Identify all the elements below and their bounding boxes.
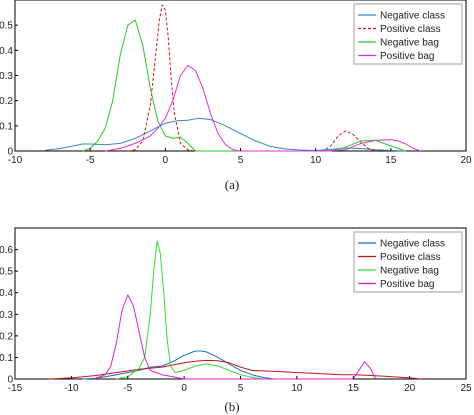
legend-label-a-2: Negative bag — [380, 38, 439, 49]
y-tick-label-b-2: 0.2 — [0, 331, 13, 342]
legend-label-a-3: Positive bag — [380, 51, 434, 62]
series-line-a-2 — [82, 19, 407, 152]
y-tick-label-a-3: 0.3 — [0, 71, 13, 82]
y-tick-label-b-0: 0 — [7, 375, 13, 386]
y-tick-label-b-3: 0.3 — [0, 310, 13, 321]
legend-label-b-0: Negative class — [380, 239, 445, 250]
x-tick-label-b-3: 0 — [181, 383, 187, 394]
x-tick-label-b-2: -5 — [123, 383, 132, 394]
panel-b: -15 -10 -5 0 5 10 15 20 25 0 0.1 0.2 0.3 0.4 0.5 0.6 N… — [0, 227, 472, 414]
x-tick-label-a-0: -10 — [8, 155, 23, 166]
caption-a: (a) — [225, 177, 239, 192]
x-tick-label-b-6: 15 — [348, 383, 360, 394]
y-ticks-b: 0 0.1 0.2 0.3 0.4 0.5 0.6 — [0, 245, 18, 386]
x-tick-label-b-8: 25 — [460, 383, 472, 394]
legend-b: Negative class Positive class Negative bag… — [353, 231, 463, 293]
y-tick-label-b-4: 0.4 — [0, 288, 13, 299]
y-tick-label-a-0: 0 — [7, 147, 13, 158]
legend-a: Negative class Positive class Negative bag… — [353, 3, 463, 65]
y-tick-label-b-1: 0.1 — [0, 353, 13, 364]
x-tick-label-a-5: 15 — [385, 155, 397, 166]
series-line-a-3 — [105, 64, 422, 152]
x-tick-label-b-7: 20 — [404, 383, 416, 394]
x-tick-label-a-6: 20 — [460, 155, 472, 166]
x-tick-label-b-1: -10 — [64, 383, 79, 394]
series-line-b-3 — [93, 294, 377, 380]
x-tick-label-a-1: -5 — [86, 155, 95, 166]
x-tick-label-b-4: 5 — [238, 383, 244, 394]
series-line-b-2 — [116, 240, 264, 380]
x-tick-label-b-5: 10 — [291, 383, 303, 394]
legend-label-b-1: Positive class — [380, 252, 441, 263]
x-ticks-a: -10 -5 0 5 10 15 20 — [8, 148, 472, 166]
x-ticks-b: -15 -10 -5 0 5 10 15 20 25 — [8, 376, 472, 394]
y-tick-label-b-6: 0.6 — [0, 245, 13, 256]
series-line-b-1 — [48, 359, 421, 380]
series-line-a-1 — [127, 4, 376, 152]
series-group-b — [48, 240, 421, 380]
y-tick-label-a-2: 0.2 — [0, 96, 13, 107]
legend-label-b-3: Positive bag — [380, 279, 434, 290]
caption-b: (b) — [224, 399, 239, 414]
series-line-b-0 — [82, 350, 275, 380]
x-tick-label-a-4: 10 — [310, 155, 322, 166]
x-tick-label-b-0: -15 — [8, 383, 23, 394]
panel-a: -10 -5 0 5 10 15 20 0 0.1 0.2 0.3 0.4 0.5 Negative … — [0, 0, 472, 192]
y-ticks-a: 0 0.1 0.2 0.3 0.4 0.5 — [0, 21, 18, 158]
y-tick-label-a-4: 0.4 — [0, 46, 13, 57]
legend-box-b — [353, 231, 463, 293]
legend-label-b-2: Negative bag — [380, 266, 439, 277]
y-tick-label-a-1: 0.1 — [0, 121, 13, 132]
y-tick-label-b-5: 0.5 — [0, 267, 13, 278]
legend-box-a — [353, 3, 463, 65]
legend-label-a-0: Negative class — [380, 11, 445, 22]
series-group-a — [45, 4, 422, 152]
x-tick-label-a-2: 0 — [163, 155, 169, 166]
x-tick-label-a-3: 5 — [238, 155, 244, 166]
legend-label-a-1: Positive class — [380, 24, 441, 35]
y-tick-label-a-5: 0.5 — [0, 21, 13, 32]
